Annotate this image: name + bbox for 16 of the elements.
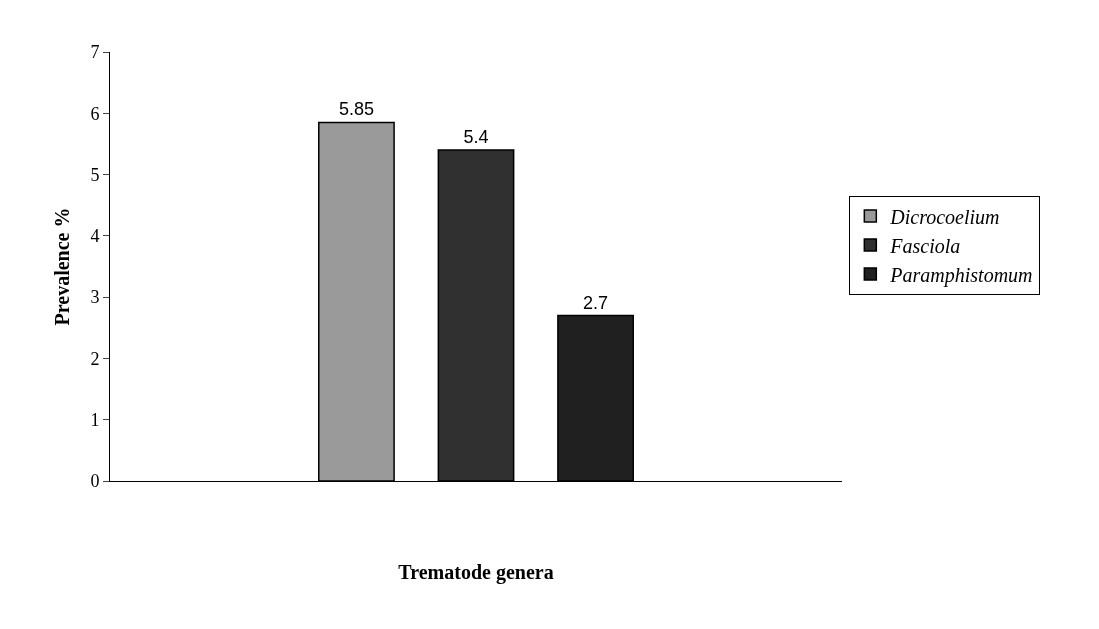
y-tick-label: 3 — [90, 287, 100, 308]
x-axis-title: Trematode genera — [398, 561, 554, 585]
y-tick-label: 0 — [90, 471, 100, 492]
legend-label: Paramphistomum — [889, 263, 1033, 287]
data-label: 5.4 — [463, 127, 489, 148]
data-label: 5.85 — [338, 99, 374, 120]
legend-label: Dicrocoelium — [889, 205, 1000, 228]
data-label: 2.7 — [583, 292, 609, 313]
y-tick-label: 5 — [90, 164, 100, 185]
y-tick-label: 2 — [90, 348, 100, 369]
y-tick-label: 7 — [90, 42, 100, 63]
y-axis-title: Prevalence % — [50, 207, 73, 326]
legend-label: Fasciola — [889, 234, 961, 257]
y-tick-label: 4 — [90, 226, 100, 247]
y-tick-label: 6 — [90, 103, 100, 124]
y-tick-label: 1 — [90, 410, 100, 431]
